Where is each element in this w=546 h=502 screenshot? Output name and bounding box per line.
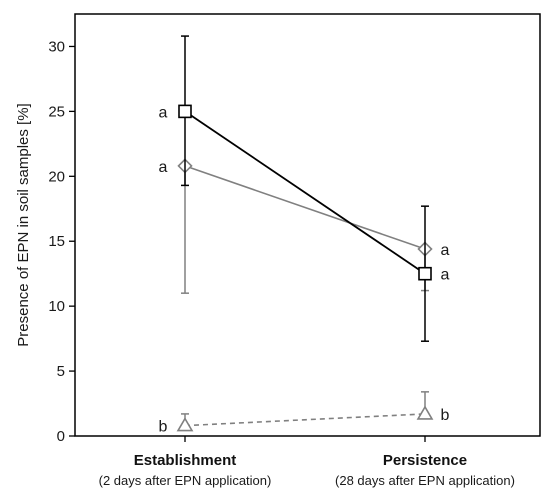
series-line-square [184, 110, 426, 275]
significance-letter-square-0: a [159, 104, 168, 121]
labels-layer: 0 5 10 15 20 25 30 Establishment (2 days after E… [15, 38, 515, 488]
series-line-triangle [184, 413, 426, 427]
significance-letter-triangle-0: b [159, 419, 168, 436]
y-tick-label-15: 15 [48, 233, 65, 250]
y-tick-label-0: 0 [57, 428, 65, 445]
x-category-label-0: Establishment [134, 452, 237, 469]
data-point-triangle-1 [416, 405, 434, 420]
y-tick-label-20: 20 [48, 168, 65, 185]
data-point-square-1 [418, 266, 432, 281]
x-category-label-1: Persistence [383, 452, 467, 469]
series-diamond [177, 158, 433, 294]
y-axis-title: Presence of EPN in soil samples [%] [15, 103, 32, 346]
series-square [178, 35, 432, 342]
x-category-sublabel-0: (2 days after EPN application) [99, 473, 272, 488]
y-tick-label-5: 5 [57, 363, 65, 380]
significance-letter-triangle-1: b [441, 407, 450, 424]
y-tick-label-30: 30 [48, 38, 65, 55]
data-point-triangle-0 [176, 417, 194, 432]
series-triangle [176, 391, 434, 432]
axes [69, 13, 541, 442]
significance-letter-diamond-1: a [441, 242, 450, 259]
series-line-diamond [184, 165, 426, 250]
significance-letter-square-1: a [441, 267, 450, 284]
plot-frame [74, 13, 541, 437]
series-layer [176, 35, 434, 432]
data-point-square-0 [178, 104, 192, 119]
x-category-sublabel-1: (28 days after EPN application) [335, 473, 515, 488]
significance-letter-diamond-0: a [159, 159, 168, 176]
y-tick-label-10: 10 [48, 298, 65, 315]
y-tick-label-25: 25 [48, 103, 65, 120]
